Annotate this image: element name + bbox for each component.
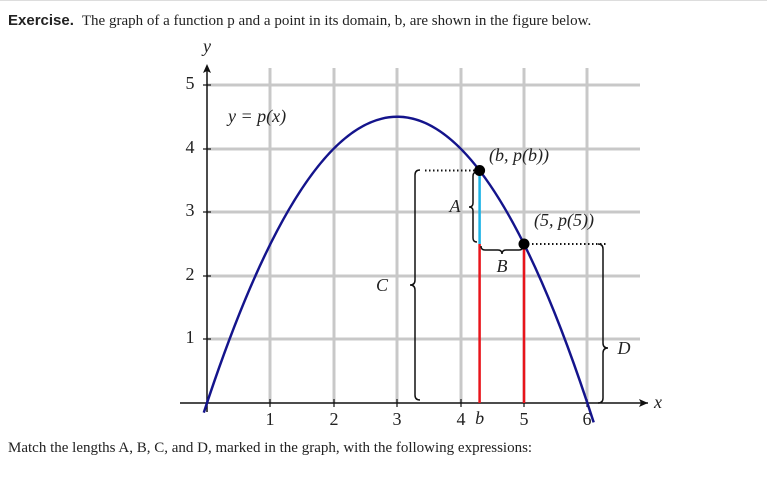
y-tick-label: 1: [186, 327, 195, 347]
x-tick-label: 6: [583, 409, 592, 429]
y-tick-label: 3: [186, 200, 195, 220]
point-label: (5, p(5)): [534, 210, 594, 231]
top-border: [0, 0, 767, 1]
exercise-label: Exercise.: [8, 12, 74, 29]
curve-label: y = p(x): [226, 106, 286, 127]
ticks: [203, 84, 588, 407]
brace-a: [468, 171, 478, 243]
x-arrow: [639, 399, 648, 407]
point-label: (b, p(b)): [489, 145, 549, 166]
grid: [207, 68, 640, 403]
y-tick-label: 2: [186, 264, 195, 284]
footer-text: Match the lengths A, B, C, and D, marked…: [8, 440, 533, 456]
x-tick-label: 1: [266, 409, 275, 429]
point-5: [518, 238, 530, 250]
x-tick-label: 2: [330, 409, 339, 429]
header: Exercise. The graph of a function p and a…: [8, 12, 591, 30]
figure: y x y = p(x) 1 2 3 4 5 6 b 1 2 3 4 5 (b,…: [180, 36, 662, 429]
b-label: b: [475, 408, 484, 428]
x-tick-label: 3: [393, 409, 402, 429]
exercise-text: The graph of a function p and a point in…: [81, 13, 592, 29]
length-label: B: [497, 256, 508, 276]
y-axis-label: y: [201, 36, 211, 56]
brace-b: [480, 245, 524, 255]
y-tick-label: 4: [186, 137, 195, 157]
point-b: [474, 165, 486, 176]
x-tick-label: 4: [457, 409, 466, 429]
brace-d: [597, 243, 609, 404]
brace-c: [409, 169, 421, 401]
length-label: A: [449, 196, 462, 216]
footer: Match the lengths A, B, C, and D, marked…: [8, 440, 532, 457]
braces: [409, 169, 609, 404]
axes: [180, 70, 648, 412]
y-arrow: [203, 64, 211, 73]
length-label: C: [376, 275, 389, 295]
length-label: D: [617, 338, 631, 358]
curve: [202, 115, 595, 423]
x-tick-label: 5: [520, 409, 529, 429]
x-axis-label: x: [653, 392, 662, 412]
y-tick-label: 5: [186, 73, 195, 93]
